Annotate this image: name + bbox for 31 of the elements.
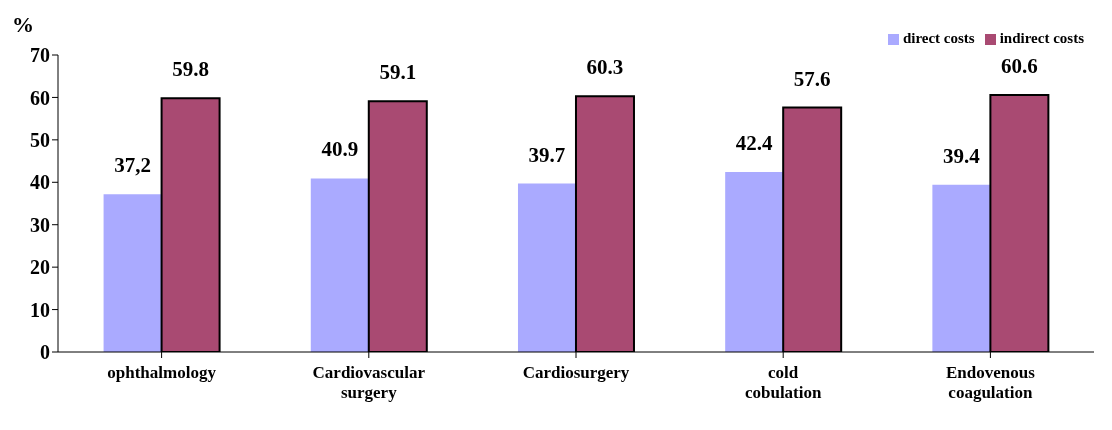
data-label: 60.3 bbox=[586, 55, 624, 80]
y-tick-label: 0 bbox=[40, 341, 50, 364]
x-tick-label: cold cobulation bbox=[744, 363, 822, 402]
legend-label: direct costs bbox=[902, 30, 975, 46]
data-label: 60.6 bbox=[1001, 53, 1038, 78]
bar bbox=[932, 184, 991, 352]
x-tick-label: Endovenous coagulation bbox=[945, 363, 1036, 402]
bar bbox=[103, 194, 162, 352]
bar bbox=[725, 172, 784, 352]
bar bbox=[310, 178, 369, 352]
bar bbox=[517, 183, 576, 352]
y-tick-label: 50 bbox=[30, 128, 50, 151]
y-tick-label: 60 bbox=[30, 86, 50, 109]
y-tick-label: 40 bbox=[30, 171, 50, 194]
data-label: 59.8 bbox=[172, 57, 209, 82]
y-tick-label: 30 bbox=[30, 213, 50, 236]
data-label: 59.1 bbox=[379, 60, 417, 85]
x-tick-label: ophthalmology bbox=[107, 363, 217, 382]
y-tick-label: 70 bbox=[30, 44, 50, 67]
data-label: 57.6 bbox=[793, 66, 831, 91]
data-label: 42.4 bbox=[735, 131, 774, 156]
x-tick-label: Cardiovascular surgery bbox=[312, 363, 426, 402]
y-axis-title: % bbox=[12, 12, 34, 38]
data-label: 39.7 bbox=[528, 142, 566, 167]
legend-label: indirect costs bbox=[999, 30, 1084, 46]
data-label: 39.4 bbox=[943, 143, 981, 168]
x-tick-label: Cardiosurgery bbox=[522, 363, 630, 382]
data-label: 40.9 bbox=[321, 137, 359, 162]
data-label: 37,2 bbox=[114, 153, 151, 178]
y-tick-label: 10 bbox=[30, 298, 50, 321]
y-tick-label: 20 bbox=[30, 256, 50, 279]
